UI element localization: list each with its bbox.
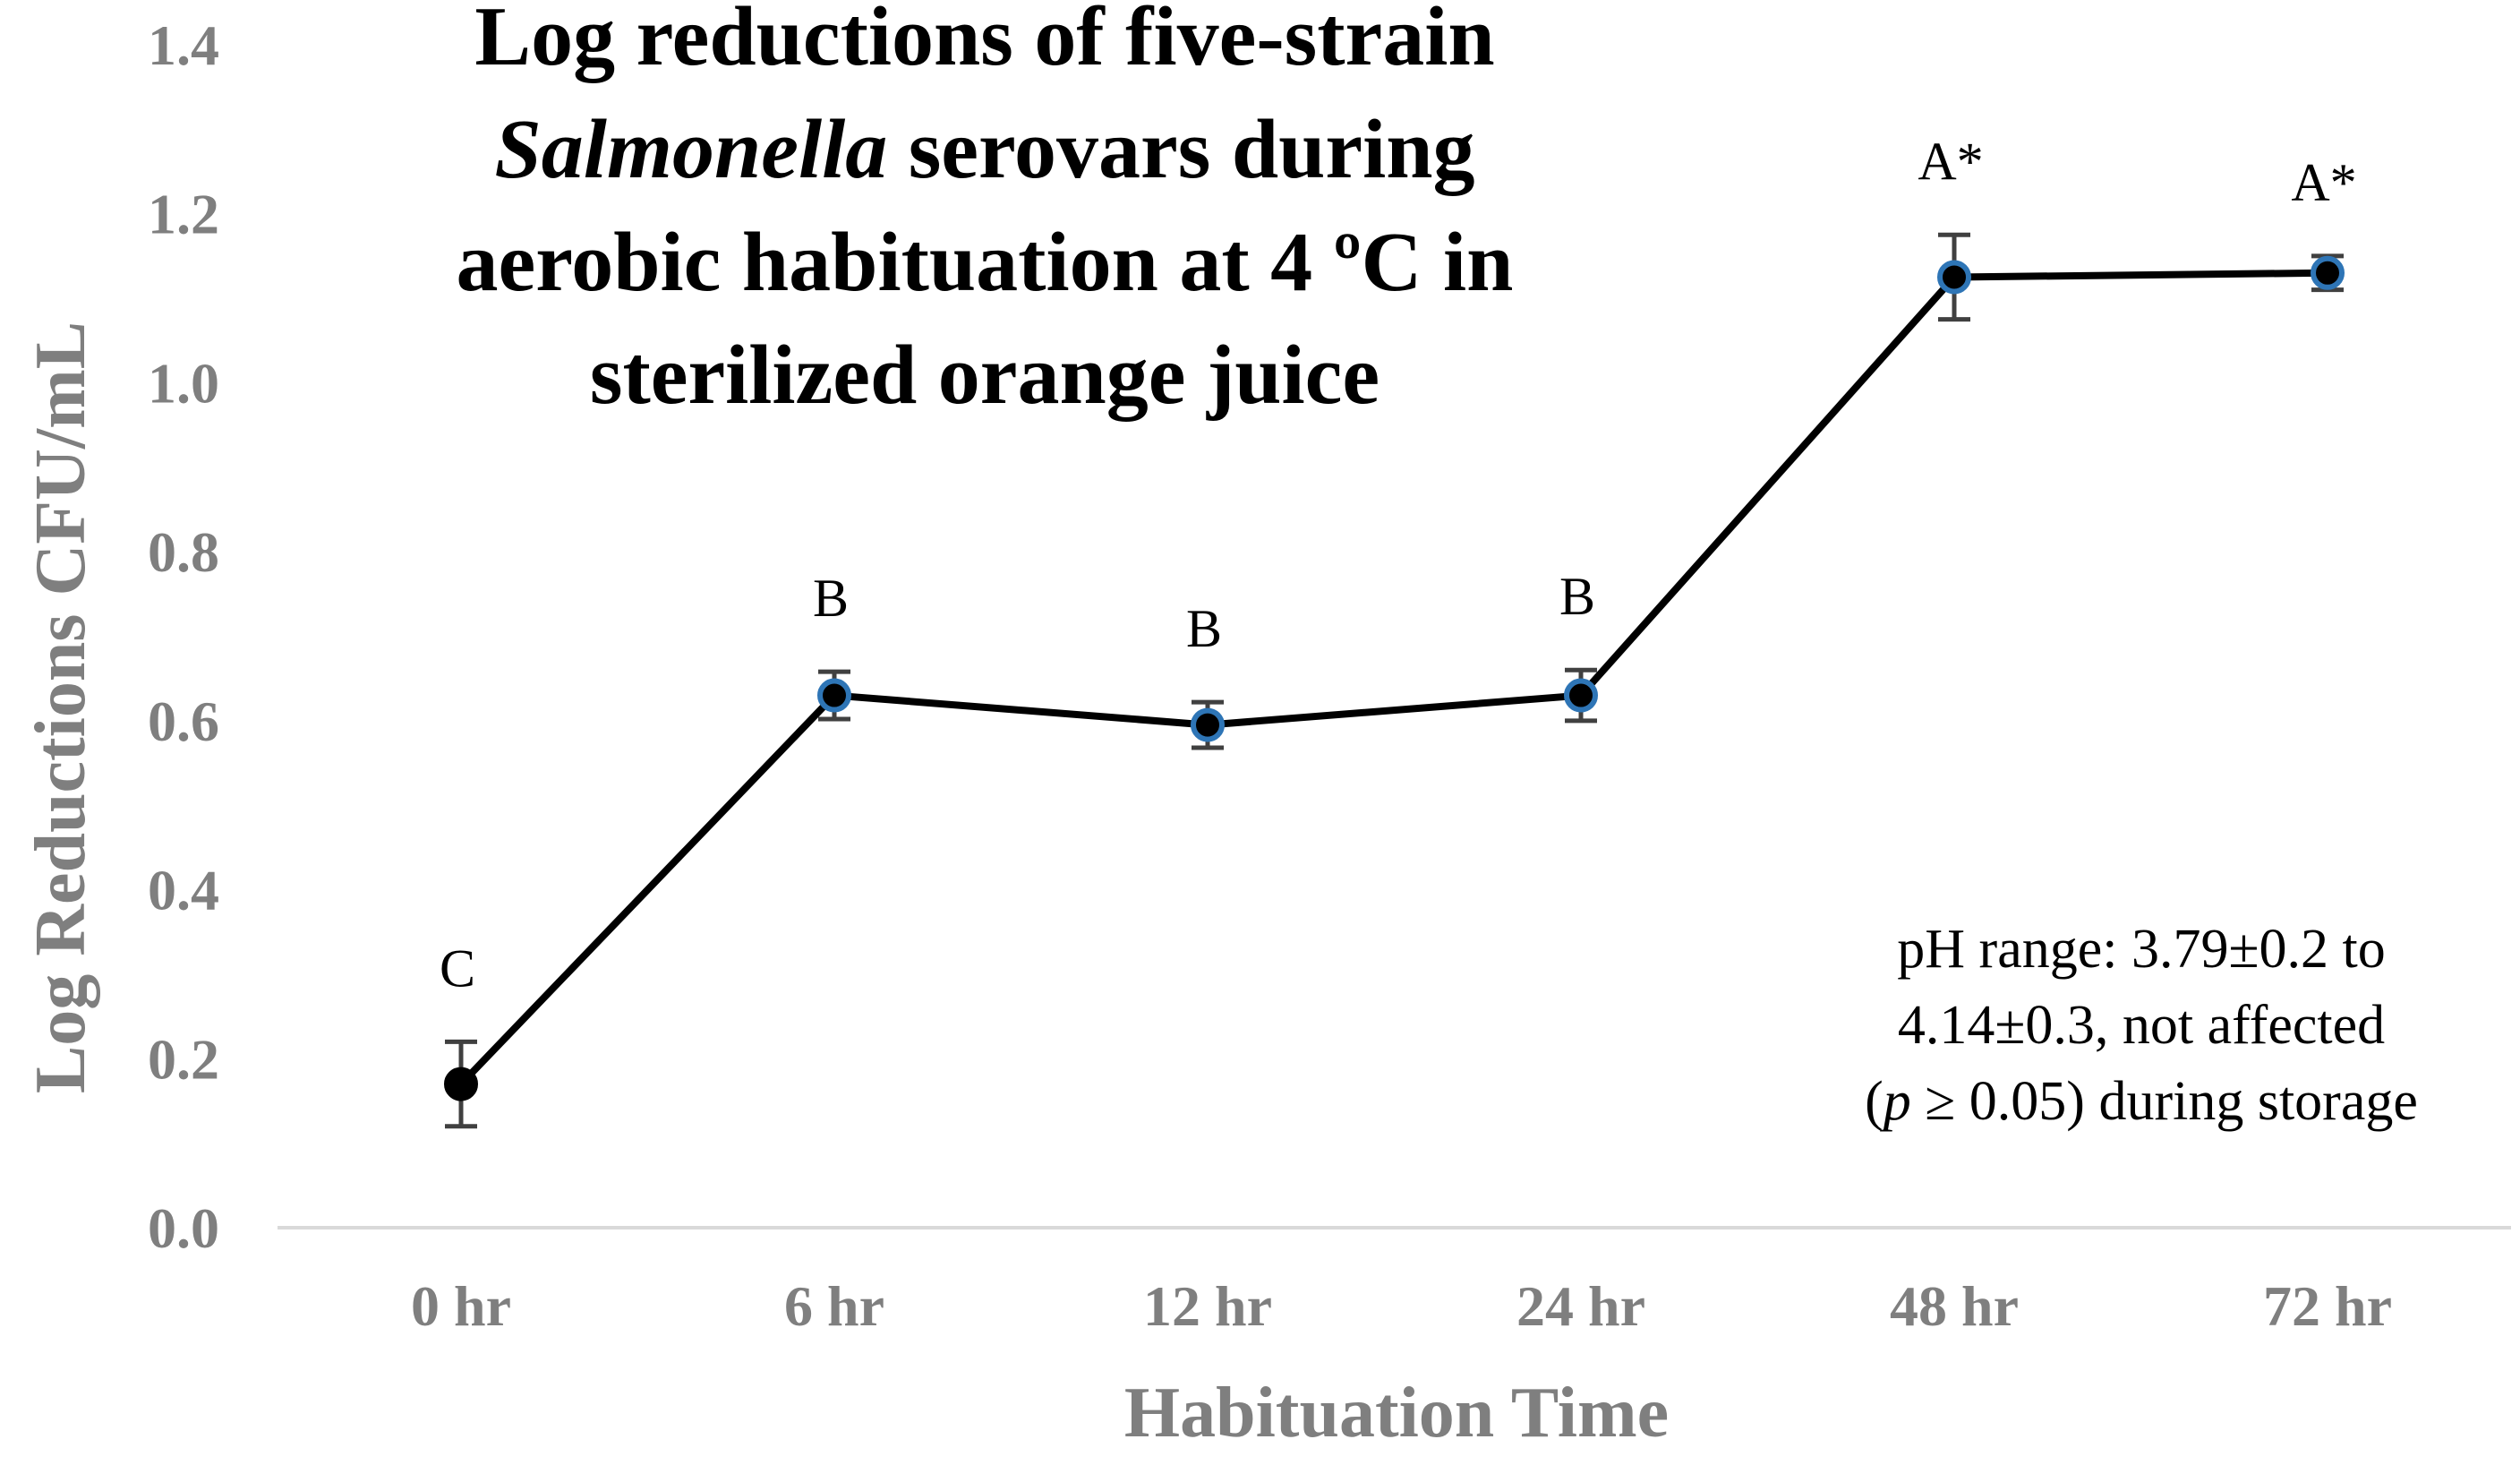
significance-letter: A* — [2291, 153, 2356, 212]
title-line: aerobic habituation at 4 ºC in — [457, 216, 1514, 309]
x-tick-label: 0 hr — [411, 1274, 511, 1338]
annotation-line: pH range: 3.79±0.2 to — [1897, 919, 2385, 980]
y-tick-label: 0.0 — [148, 1196, 219, 1260]
annotation-segment: pH range: 3.79±0.2 to — [1897, 919, 2385, 980]
title-segment: aerobic habituation at 4 ºC in — [457, 216, 1514, 309]
y-axis-title: Log Reductions CFU/mL — [21, 321, 100, 1093]
annotation-segment: 4.14±0.3, not affected — [1898, 995, 2385, 1056]
significance-letter: A* — [1918, 132, 1983, 191]
significance-letter: B — [813, 569, 849, 628]
significance-letter: B — [1186, 599, 1222, 658]
x-tick-label: 48 hr — [1890, 1274, 2019, 1338]
annotation-segment: ≥ 0.05) during storage — [1911, 1071, 2418, 1132]
y-tick-label: 0.2 — [148, 1027, 219, 1091]
data-point — [817, 678, 851, 713]
x-tick-label: 12 hr — [1143, 1274, 1272, 1338]
y-axis-ticks: 0.0 0.2 0.4 0.6 0.8 1.0 1.2 1.4 — [148, 13, 219, 1260]
x-tick-label: 6 hr — [784, 1274, 884, 1338]
title-segment: serovars during — [887, 103, 1474, 196]
chart-title: Log reductions of five-strain Salmonella … — [457, 0, 1514, 422]
title-line: Salmonella serovars during — [494, 103, 1474, 196]
y-tick-label: 0.4 — [148, 859, 219, 922]
significance-letter: B — [1559, 567, 1595, 626]
ph-annotation: pH range: 3.79±0.2 to 4.14±0.3, not affec… — [1865, 919, 2418, 1132]
data-points — [444, 255, 2345, 1101]
title-line: sterilized orange juice — [590, 329, 1380, 422]
x-tick-label: 24 hr — [1516, 1274, 1645, 1338]
x-axis-title: Habituation Time — [1124, 1374, 1669, 1452]
y-tick-label: 1.2 — [148, 183, 219, 246]
title-line: Log reductions of five-strain — [474, 0, 1494, 83]
annotation-segment: ( — [1865, 1071, 1884, 1132]
x-axis-ticks: 0 hr 6 hr 12 hr 24 hr 48 hr 72 hr — [411, 1274, 2392, 1338]
annotation-line: 4.14±0.3, not affected — [1898, 995, 2385, 1056]
data-point — [444, 1067, 478, 1101]
y-tick-label: 0.8 — [148, 520, 219, 584]
data-point — [1564, 678, 1598, 713]
y-tick-label: 1.4 — [148, 13, 219, 77]
title-segment: Salmonella — [494, 103, 887, 196]
x-tick-label: 72 hr — [2263, 1274, 2392, 1338]
series-log-reduction — [458, 269, 2328, 1087]
data-point — [2311, 255, 2345, 290]
title-segment: sterilized orange juice — [590, 329, 1380, 422]
annotation-line: (p ≥ 0.05) during storage — [1865, 1071, 2418, 1132]
series-line — [458, 269, 2328, 1087]
y-tick-label: 1.0 — [148, 351, 219, 415]
significance-letters: C B B B A* A* — [440, 132, 2357, 998]
data-point — [1937, 260, 1971, 295]
y-tick-label: 0.6 — [148, 690, 219, 753]
data-point — [1191, 707, 1225, 742]
title-segment: Log reductions of five-strain — [474, 0, 1494, 83]
significance-letter: C — [440, 938, 475, 998]
annotation-segment: p — [1880, 1071, 1911, 1132]
